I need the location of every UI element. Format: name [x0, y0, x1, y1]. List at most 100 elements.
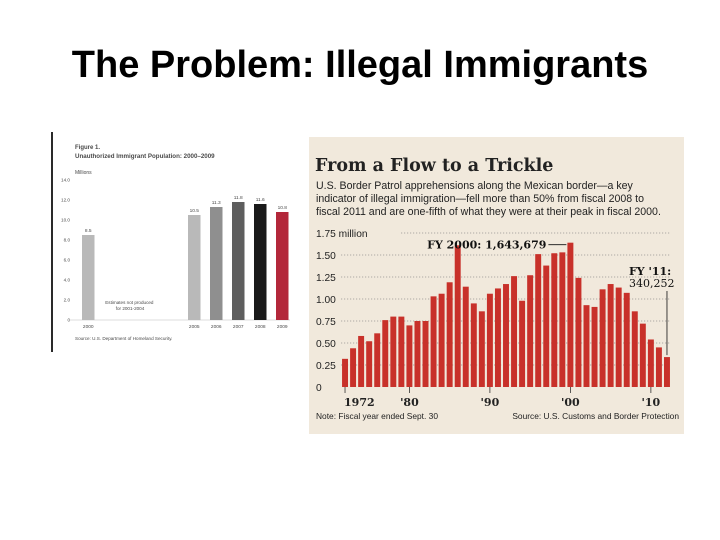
apprehensions-bar-2007 — [623, 292, 630, 387]
figure-label: Figure 1. — [75, 145, 100, 151]
population-chart-title: Unauthorized Immigrant Population: 2000–… — [75, 153, 215, 160]
population-bar-2009 — [276, 212, 289, 320]
apprehensions-y-ticks: 1.75 million 1.50 1.25 1.00 0.75 0.50 0.25 0 — [316, 229, 368, 394]
population-y-tick: 4.0 — [64, 278, 71, 283]
population-x-label: 2005 — [189, 324, 200, 330]
apprehensions-subtitle: U.S. Border Patrol apprehensions along t… — [316, 180, 661, 218]
apprehensions-bar-1980 — [406, 325, 413, 387]
apprehensions-bar-1994 — [519, 300, 526, 387]
apprehensions-bar-2002 — [583, 305, 590, 387]
apprehensions-annotations: FY 2000: 1,643,679 FY '11:340,252 — [427, 239, 675, 356]
apprehensions-bar-1976 — [374, 333, 381, 387]
population-x-label: 2000 — [83, 324, 94, 330]
apprehensions-bar-1998 — [551, 253, 558, 387]
population-bars — [82, 202, 289, 320]
apprehensions-bar-1995 — [527, 275, 534, 387]
apprehensions-bar-1993 — [511, 276, 518, 387]
apprehensions-bars — [342, 242, 670, 387]
apprehensions-y-tick: 1.00 — [316, 295, 336, 306]
population-value-label: 11.6 — [256, 197, 265, 203]
apprehensions-y-tick: 1.25 — [316, 273, 336, 284]
left-divider-rule — [51, 132, 53, 352]
apprehensions-bar-1985 — [446, 282, 453, 387]
apprehensions-chart-title: From a Flow to a Trickle — [315, 156, 553, 176]
subtitle-line-3: fiscal 2011 and are one-fifth of what th… — [316, 206, 661, 218]
apprehensions-bar-1983 — [430, 296, 437, 387]
population-value-label: 11.3 — [212, 200, 221, 206]
apprehensions-bar-1982 — [422, 321, 429, 387]
apprehensions-bar-1975 — [366, 341, 373, 387]
annotation-fy2000: FY 2000: 1,643,679 — [427, 239, 546, 252]
population-value-label: 10.8 — [278, 205, 288, 211]
population-value-label: 11.8 — [234, 195, 243, 201]
population-x-label: 2009 — [277, 324, 288, 330]
population-y-tick: 8.0 — [64, 238, 71, 243]
apprehensions-bar-1996 — [535, 254, 542, 387]
apprehensions-bar-2011 — [655, 347, 662, 387]
apprehensions-bar-2010 — [647, 339, 654, 387]
apprehensions-bar-2003 — [591, 306, 598, 387]
apprehensions-bar-1986 — [454, 245, 461, 387]
apprehensions-x-label: '80 — [400, 396, 419, 409]
population-y-tick: 0 — [67, 318, 70, 323]
apprehensions-y-tick: 1.50 — [316, 251, 336, 262]
population-y-tick: 10.0 — [61, 218, 70, 223]
apprehensions-note: Note: Fiscal year ended Sept. 30 — [316, 411, 438, 421]
apprehensions-bar-1981 — [414, 321, 421, 387]
subtitle-line-1: U.S. Border Patrol apprehensions along t… — [316, 180, 634, 192]
apprehensions-bar-2000 — [567, 242, 574, 387]
apprehensions-bar-1977 — [382, 320, 389, 387]
apprehensions-bar-1987 — [462, 286, 469, 387]
population-annotation: Estimates not produced for 2001-2004 — [105, 300, 155, 311]
slide-title: The Problem: Illegal Immigrants — [71, 44, 649, 86]
apprehensions-x-labels: 1972 '80 '90 '00 '10 — [344, 387, 661, 409]
apprehensions-y-tick: 0.75 — [316, 317, 336, 328]
apprehensions-bar-1992 — [503, 284, 509, 387]
apprehensions-bar-1989 — [478, 311, 485, 387]
population-x-label: 2008 — [255, 324, 266, 330]
population-value-label: 8.5 — [85, 228, 92, 234]
apprehensions-bar-2009 — [639, 323, 646, 387]
population-source: Source: U.S. Department of Homeland Secu… — [75, 336, 172, 341]
apprehensions-bar-2008 — [631, 311, 638, 387]
apprehensions-x-label: 1972 — [344, 396, 375, 409]
population-y-tick: 2.0 — [64, 298, 71, 303]
population-chart-panel: Figure 1. Unauthorized Immigrant Populat… — [50, 132, 295, 354]
apprehensions-chart-panel: From a Flow to a Trickle U.S. Border Pat… — [309, 137, 684, 434]
population-x-labels: 2000 2005 2006 2007 2008 2009 — [83, 324, 288, 330]
population-x-label: 2006 — [211, 324, 222, 330]
apprehensions-bar-1984 — [438, 293, 445, 387]
apprehensions-bar-1974 — [358, 335, 365, 387]
apprehensions-y-tick: 0 — [316, 383, 322, 394]
subtitle-line-2: indicator of illegal immigration—fell mo… — [316, 193, 644, 205]
population-bar-2005 — [188, 215, 201, 320]
population-annotation-line2: for 2001-2004 — [116, 306, 145, 311]
apprehensions-y-tick: 0.25 — [316, 361, 336, 372]
apprehensions-x-label: '10 — [642, 396, 661, 409]
apprehensions-bar-1979 — [398, 316, 405, 387]
population-x-label: 2007 — [233, 324, 244, 330]
population-y-ticks: 14.0 12.0 10.0 8.0 6.0 4.0 2.0 0 — [61, 178, 70, 323]
apprehensions-bar-2004 — [599, 289, 606, 387]
apprehensions-bar-2012 — [663, 357, 670, 387]
apprehensions-bar-1999 — [559, 252, 566, 387]
population-bar-2008 — [254, 204, 267, 320]
annotation-fy11-label: FY '11: — [629, 265, 671, 278]
population-bar-2007 — [232, 202, 245, 320]
apprehensions-y-tick: 0.50 — [316, 339, 336, 350]
population-annotation-line1: Estimates not produced — [105, 300, 154, 305]
apprehensions-y-tick: 1.75 million — [316, 229, 368, 240]
population-y-tick: 14.0 — [61, 178, 70, 183]
population-y-tick: 12.0 — [61, 198, 70, 203]
population-chart: Figure 1. Unauthorized Immigrant Populat… — [61, 145, 290, 341]
apprehensions-bar-1972 — [342, 358, 349, 387]
population-y-label: Millions — [75, 170, 92, 176]
apprehensions-bar-1990 — [486, 293, 493, 387]
apprehensions-bar-2006 — [615, 287, 622, 387]
apprehensions-bar-1991 — [494, 288, 501, 387]
population-y-tick: 6.0 — [64, 258, 71, 263]
apprehensions-bar-1973 — [350, 348, 357, 387]
population-bar-2000 — [82, 235, 95, 320]
population-bar-2006 — [210, 207, 223, 320]
apprehensions-bar-1997 — [543, 265, 550, 387]
